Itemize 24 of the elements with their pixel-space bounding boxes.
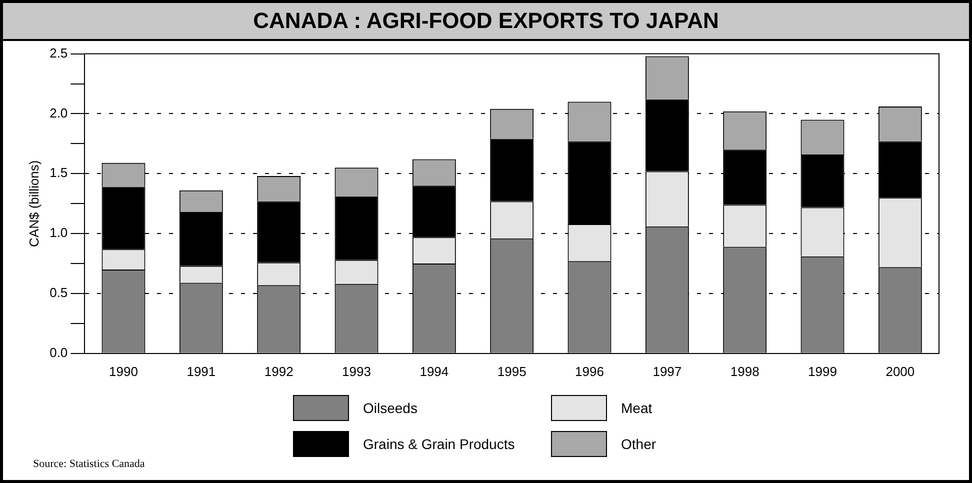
y-tick-label: 2.0 <box>50 105 68 120</box>
legend-label: Oilseeds <box>363 400 418 416</box>
x-tick-label: 1997 <box>652 364 682 379</box>
x-tick-label: 1990 <box>109 364 138 379</box>
source-note: Source: Statistics Canada <box>33 458 145 470</box>
y-tick-label: 0.0 <box>50 344 68 360</box>
x-tick-label: 1998 <box>730 364 760 379</box>
x-tick-label: 1994 <box>420 364 449 379</box>
chart-title: CANADA : AGRI-FOOD EXPORTS TO JAPAN <box>3 3 969 41</box>
x-tick-label: 1991 <box>186 364 216 379</box>
y-tick-label: 0.5 <box>50 285 68 300</box>
legend-label: Grains & Grain Products <box>363 436 515 452</box>
x-tick-label: 2000 <box>886 364 915 379</box>
y-axis-title: CAN$ (billions) <box>26 160 42 247</box>
y-tick-label: 1.0 <box>50 225 68 240</box>
x-tick-label: 1993 <box>342 364 371 379</box>
x-tick-label: 1995 <box>497 364 526 379</box>
legend-label: Other <box>621 436 656 452</box>
x-tick-label: 1996 <box>575 364 604 379</box>
y-tick-label: 1.5 <box>50 165 68 180</box>
x-tick-label: 1992 <box>264 364 294 379</box>
x-tick-label: 1999 <box>808 364 837 379</box>
legend-label: Meat <box>621 400 652 416</box>
y-tick-label: 2.5 <box>50 45 68 60</box>
